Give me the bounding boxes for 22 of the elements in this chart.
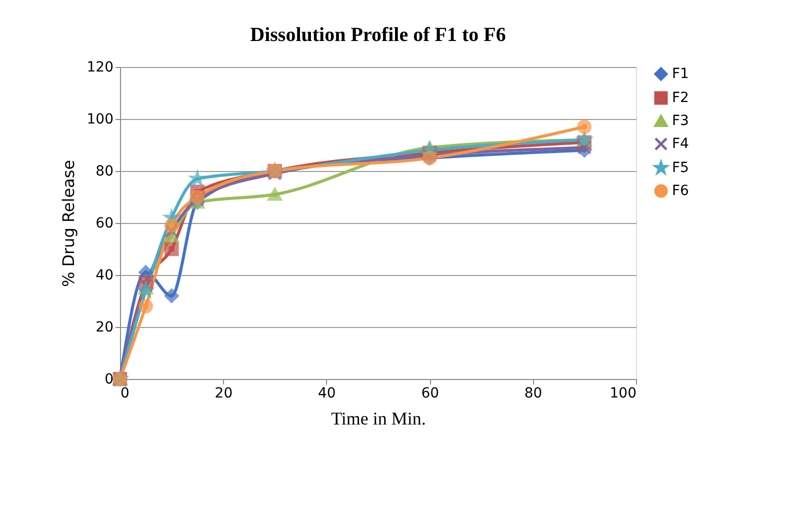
y-tick-label: 120 bbox=[86, 60, 114, 76]
legend-label: F3 bbox=[672, 113, 689, 129]
x-tick-label: 40 bbox=[318, 386, 336, 402]
y-tick-label: 60 bbox=[96, 216, 114, 232]
y-tick-label: 100 bbox=[86, 112, 114, 128]
legend-label: F1 bbox=[672, 66, 689, 82]
legend-label: F4 bbox=[672, 136, 690, 152]
y-tick-label: 40 bbox=[96, 268, 114, 284]
chart-title: Dissolution Profile of F1 to F6 bbox=[250, 24, 506, 46]
x-tick-label: 60 bbox=[421, 386, 440, 402]
x-tick-label: 80 bbox=[524, 386, 542, 402]
y-axis-title: % Drug Release bbox=[58, 160, 78, 288]
y-tick-label: 80 bbox=[96, 164, 114, 180]
x-tick-label: 20 bbox=[214, 386, 233, 402]
legend-label: F6 bbox=[672, 183, 690, 199]
y-tick-label: 0 bbox=[104, 372, 114, 388]
x-tick-label: 100 bbox=[610, 386, 636, 402]
legend-label: F5 bbox=[672, 160, 689, 176]
x-tick-label: 0 bbox=[120, 386, 130, 402]
y-tick-label: 20 bbox=[96, 320, 114, 336]
legend-label: F2 bbox=[672, 90, 689, 106]
x-axis-title: Time in Min. bbox=[331, 408, 426, 428]
